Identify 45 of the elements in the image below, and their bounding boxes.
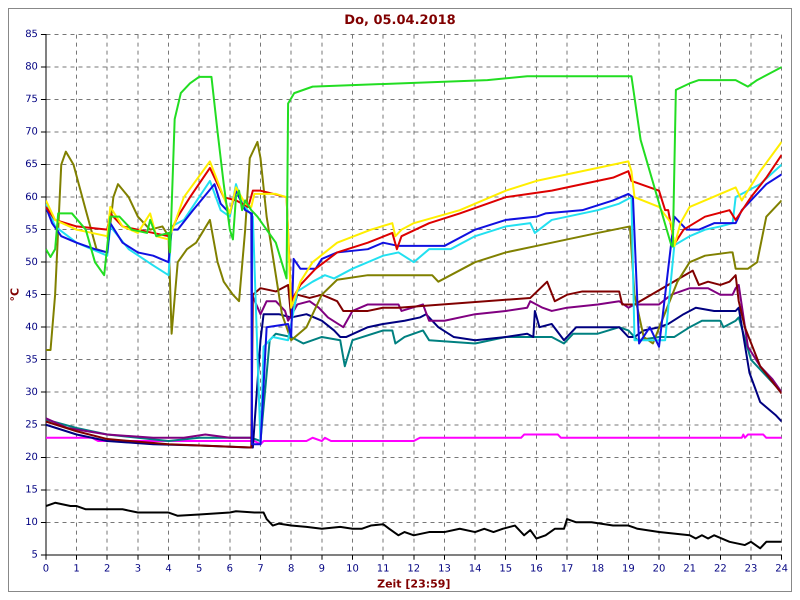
y-tick-label: 15 — [25, 484, 38, 496]
y-tick-label: 30 — [25, 386, 38, 398]
y-tick-label: 55 — [25, 224, 38, 236]
y-tick-label: 50 — [25, 256, 38, 268]
x-tick-label: 20 — [652, 563, 666, 574]
x-tick-label: 21 — [683, 563, 696, 574]
x-tick-label: 10 — [346, 563, 359, 574]
x-tick-label: 12 — [407, 563, 420, 574]
x-tick-label: 0 — [42, 563, 50, 574]
y-tick-label: 45 — [25, 289, 38, 300]
x-axis-title: Zeit [23:59] — [377, 577, 450, 590]
y-tick-label: 65 — [25, 159, 38, 170]
y-tick-label: 35 — [25, 354, 38, 366]
y-tick-label: 40 — [25, 322, 38, 333]
x-tick-label: 14 — [468, 563, 482, 574]
x-tick-label: 7 — [257, 563, 264, 574]
x-tick-label: 3 — [134, 563, 142, 574]
y-axis-title: °C — [8, 288, 22, 302]
x-tick-label: 8 — [288, 563, 294, 574]
x-tick-label: 23 — [744, 563, 758, 574]
x-tick-label: 24 — [775, 563, 788, 574]
y-tick-label: 5 — [32, 549, 38, 560]
y-tick-label: 25 — [25, 419, 38, 430]
x-tick-label: 1 — [73, 563, 80, 574]
x-tick-label: 16 — [530, 563, 543, 574]
x-tick-label: 4 — [165, 563, 172, 574]
y-tick-label: 20 — [25, 452, 38, 463]
chart-title: Do, 05.04.2018 — [344, 13, 456, 28]
x-tick-label: 5 — [196, 563, 202, 574]
y-tick-label: 75 — [25, 94, 38, 106]
y-tick-label: 10 — [25, 516, 38, 528]
x-tick-label: 18 — [591, 563, 604, 574]
x-tick-label: 6 — [226, 563, 234, 574]
x-tick-label: 13 — [438, 563, 451, 574]
x-tick-label: 15 — [499, 563, 512, 574]
y-tick-label: 80 — [25, 62, 38, 73]
y-tick-label: 85 — [25, 29, 38, 40]
x-tick-label: 11 — [376, 563, 390, 574]
x-tick-label: 17 — [560, 563, 574, 574]
y-tick-label: 70 — [25, 126, 38, 138]
y-tick-label: 60 — [25, 192, 38, 203]
x-tick-label: 9 — [318, 563, 326, 574]
x-tick-label: 19 — [622, 563, 635, 574]
x-tick-label: 2 — [104, 563, 110, 574]
x-tick-label: 22 — [714, 563, 727, 574]
